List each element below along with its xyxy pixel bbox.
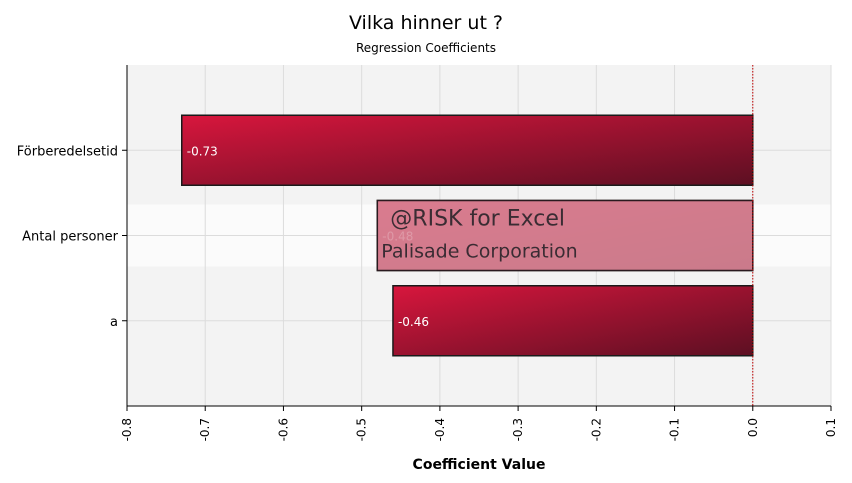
x-tick-label: 0.0 <box>746 418 760 437</box>
chart-title: Vilka hinner ut ? <box>348 12 504 34</box>
x-tick-label: -0.2 <box>589 418 603 441</box>
watermark-line1: @RISK for Excel <box>390 207 565 232</box>
category-label: a <box>110 315 118 330</box>
watermark-box <box>376 199 754 272</box>
category-label: Antal personer <box>22 230 118 245</box>
data-label: -0.46 <box>398 315 429 329</box>
x-tick-label: -0.7 <box>198 418 212 441</box>
x-tick-label: -0.1 <box>668 418 682 441</box>
data-label: -0.73 <box>187 144 218 158</box>
x-tick-label: -0.4 <box>433 418 447 441</box>
category-label: Förberedelsetid <box>17 144 118 159</box>
x-tick-label: -0.6 <box>276 418 290 441</box>
x-tick-label: -0.5 <box>355 418 369 441</box>
x-axis-label: Coefficient Value <box>413 457 546 473</box>
bar-f-rberedelsetid <box>181 114 754 186</box>
bar-a <box>392 285 754 357</box>
chart-subtitle: Regression Coefficients <box>355 41 497 55</box>
x-tick-label: -0.3 <box>511 418 525 441</box>
x-tick-label: 0.1 <box>824 418 838 437</box>
x-tick-label: -0.8 <box>120 418 134 441</box>
axis-layer: Förberedelsetid Antal personer a -0.8 -0.7 -0… <box>17 65 838 441</box>
watermark-line2: Palisade Corporation <box>381 241 577 263</box>
